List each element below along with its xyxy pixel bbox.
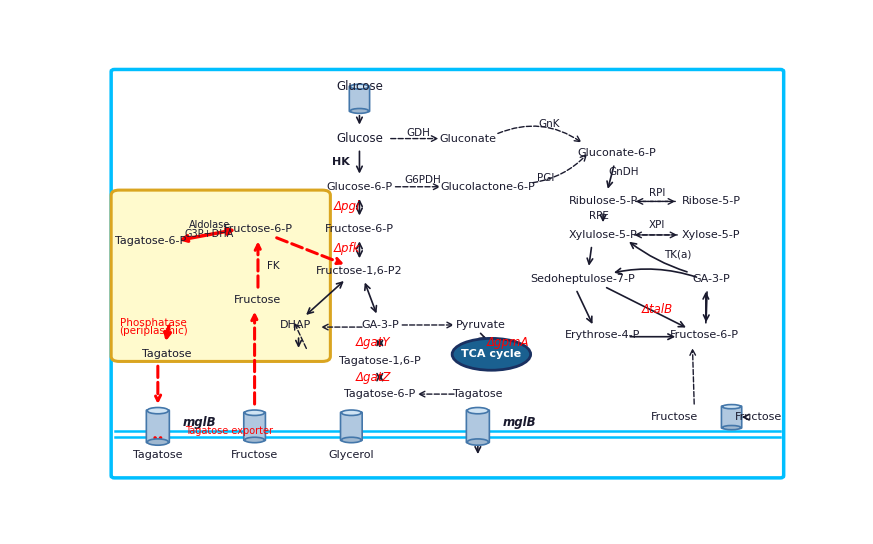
Text: Fructose: Fructose bbox=[735, 412, 782, 422]
Ellipse shape bbox=[467, 407, 489, 414]
Text: Erythrose-4-P: Erythrose-4-P bbox=[566, 330, 641, 341]
Text: mglB: mglB bbox=[503, 416, 537, 429]
Text: Tagatose-1,6-P: Tagatose-1,6-P bbox=[339, 356, 421, 366]
Text: Tagatose: Tagatose bbox=[453, 389, 503, 399]
Text: Fructose-6-P: Fructose-6-P bbox=[223, 224, 292, 233]
Text: Glucose: Glucose bbox=[336, 132, 383, 145]
Text: G6PDH: G6PDH bbox=[404, 175, 441, 184]
Text: Xylose-5-P: Xylose-5-P bbox=[682, 230, 740, 240]
Text: XPI: XPI bbox=[649, 220, 665, 230]
Text: TK(a): TK(a) bbox=[663, 250, 691, 259]
Ellipse shape bbox=[722, 405, 741, 409]
Ellipse shape bbox=[148, 439, 168, 445]
Text: ΔgpmA: ΔgpmA bbox=[487, 337, 530, 349]
Text: Glucose: Glucose bbox=[336, 80, 383, 92]
Text: Ribulose-5-P: Ribulose-5-P bbox=[568, 196, 637, 206]
Ellipse shape bbox=[341, 437, 361, 443]
Text: Ribose-5-P: Ribose-5-P bbox=[682, 196, 741, 206]
Text: Tagatose exporter: Tagatose exporter bbox=[185, 425, 273, 436]
Text: Glucose-6-P: Glucose-6-P bbox=[327, 182, 393, 191]
Text: GnK: GnK bbox=[538, 119, 560, 129]
Ellipse shape bbox=[467, 439, 489, 445]
Text: Gluconate: Gluconate bbox=[439, 134, 496, 144]
Text: Xylulose-5-P: Xylulose-5-P bbox=[568, 230, 637, 240]
Text: Δpfk: Δpfk bbox=[334, 242, 361, 255]
FancyBboxPatch shape bbox=[111, 190, 330, 361]
Text: Fructose: Fructose bbox=[234, 295, 282, 305]
Text: HK: HK bbox=[333, 157, 350, 166]
Text: ΔgatY: ΔgatY bbox=[355, 337, 390, 349]
Text: Pyruvate: Pyruvate bbox=[457, 320, 506, 330]
Ellipse shape bbox=[148, 407, 168, 414]
Text: GA-3-P: GA-3-P bbox=[692, 274, 730, 284]
Text: Tagatose: Tagatose bbox=[142, 349, 191, 359]
Text: Aldolase: Aldolase bbox=[189, 220, 230, 230]
FancyBboxPatch shape bbox=[349, 86, 369, 112]
Ellipse shape bbox=[341, 410, 361, 416]
Text: Glucolactone-6-P: Glucolactone-6-P bbox=[441, 182, 535, 191]
Ellipse shape bbox=[350, 108, 368, 113]
Text: Sedoheptulose-7-P: Sedoheptulose-7-P bbox=[531, 274, 635, 284]
Text: GDH: GDH bbox=[407, 128, 430, 138]
Text: (periplasmic): (periplasmic) bbox=[119, 326, 188, 336]
Text: TCA cycle: TCA cycle bbox=[461, 349, 521, 359]
Ellipse shape bbox=[350, 84, 368, 89]
Text: mglB: mglB bbox=[182, 416, 216, 429]
Text: Fructose: Fructose bbox=[650, 412, 698, 422]
Ellipse shape bbox=[452, 338, 531, 370]
Text: Tagatose: Tagatose bbox=[133, 450, 182, 460]
Text: RPI: RPI bbox=[649, 188, 665, 198]
Text: GnDH: GnDH bbox=[608, 167, 638, 177]
Text: Phosphatase: Phosphatase bbox=[120, 318, 187, 328]
FancyBboxPatch shape bbox=[111, 70, 784, 478]
Text: Fructose-6-P: Fructose-6-P bbox=[670, 330, 739, 341]
FancyBboxPatch shape bbox=[244, 412, 265, 441]
Text: Gluconate-6-P: Gluconate-6-P bbox=[577, 149, 656, 158]
FancyBboxPatch shape bbox=[466, 410, 490, 443]
FancyBboxPatch shape bbox=[721, 406, 742, 429]
Ellipse shape bbox=[244, 437, 265, 443]
Text: Fructose-6-P: Fructose-6-P bbox=[325, 224, 394, 233]
Text: RPE: RPE bbox=[589, 211, 608, 221]
FancyBboxPatch shape bbox=[147, 410, 169, 443]
Ellipse shape bbox=[722, 425, 741, 430]
Text: G3P+DHA: G3P+DHA bbox=[184, 228, 234, 239]
Text: GA-3-P: GA-3-P bbox=[361, 320, 399, 330]
Text: Δpgi: Δpgi bbox=[334, 200, 361, 213]
Text: Fructose-1,6-P2: Fructose-1,6-P2 bbox=[316, 265, 402, 275]
Ellipse shape bbox=[244, 410, 265, 416]
Text: Tagatose-6-P: Tagatose-6-P bbox=[344, 389, 416, 399]
Text: PGI: PGI bbox=[537, 174, 554, 183]
Text: ΔgatZ: ΔgatZ bbox=[355, 371, 391, 384]
Text: FK: FK bbox=[267, 261, 280, 270]
Text: Tagatose-6-P: Tagatose-6-P bbox=[115, 236, 187, 246]
Text: Glycerol: Glycerol bbox=[328, 450, 375, 460]
Text: DHAP: DHAP bbox=[279, 320, 311, 330]
Text: Fructose: Fructose bbox=[231, 450, 278, 460]
FancyBboxPatch shape bbox=[340, 412, 362, 441]
Text: ΔtalB: ΔtalB bbox=[642, 302, 673, 316]
